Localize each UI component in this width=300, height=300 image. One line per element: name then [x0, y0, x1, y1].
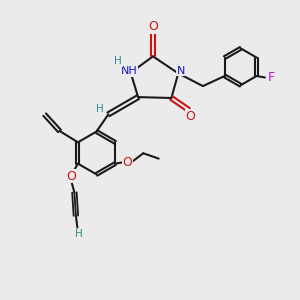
Text: H: H — [96, 104, 104, 114]
Text: N: N — [176, 66, 185, 76]
Text: H: H — [114, 56, 122, 66]
Text: F: F — [268, 71, 275, 84]
Text: NH: NH — [121, 66, 138, 76]
Text: O: O — [123, 156, 133, 169]
Text: H: H — [75, 229, 83, 239]
Text: O: O — [67, 170, 76, 183]
Text: O: O — [148, 20, 158, 33]
Text: O: O — [185, 110, 195, 123]
